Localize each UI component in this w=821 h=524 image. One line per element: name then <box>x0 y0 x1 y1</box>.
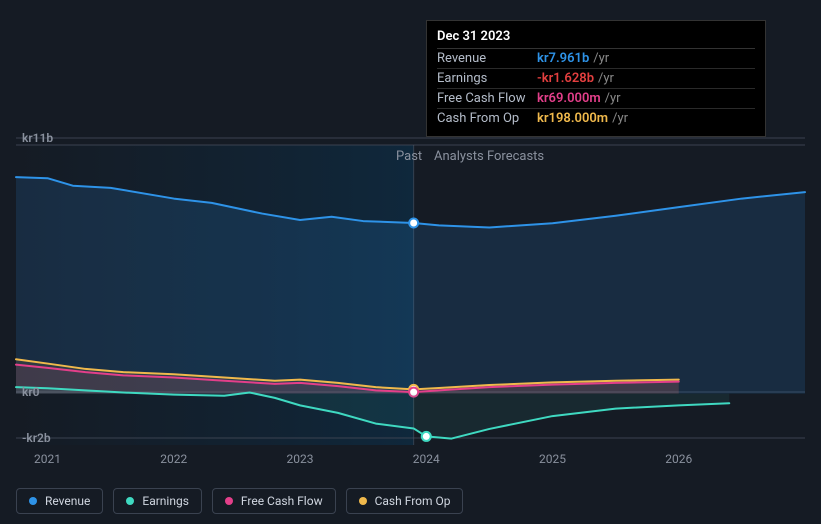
tooltip-row: Free Cash Flowkr69.000m/yr <box>437 89 755 109</box>
legend-item-revenue[interactable]: Revenue <box>16 488 103 514</box>
legend-label: Revenue <box>45 494 90 508</box>
tooltip-metric-unit: /yr <box>598 71 614 86</box>
x-axis-tick: 2023 <box>287 452 314 466</box>
tooltip-metric-label: Cash From Op <box>437 111 537 126</box>
tooltip-row: Cash From Opkr198.000m/yr <box>437 109 755 128</box>
x-axis-tick: 2026 <box>665 452 692 466</box>
financial-chart: Past Analysts Forecasts kr11b kr0 -kr2b 20… <box>0 0 821 524</box>
legend-dot-icon <box>126 497 134 505</box>
legend-dot-icon <box>29 497 37 505</box>
tooltip-metric-unit: /yr <box>593 51 609 66</box>
legend-item-cash-from-op[interactable]: Cash From Op <box>346 488 464 514</box>
forecast-section-label: Analysts Forecasts <box>434 149 544 164</box>
tooltip-row: Revenuekr7.961b/yr <box>437 49 755 69</box>
x-axis-tick: 2021 <box>34 452 61 466</box>
legend-item-earnings[interactable]: Earnings <box>113 488 202 514</box>
tooltip-row: Earnings-kr1.628b/yr <box>437 69 755 89</box>
y-axis-tick: -kr2b <box>22 431 51 445</box>
tooltip-metric-value: kr7.961b <box>537 51 589 66</box>
legend-label: Cash From Op <box>375 494 451 508</box>
tooltip-metric-label: Earnings <box>437 71 537 86</box>
y-axis-tick: kr11b <box>22 131 53 145</box>
tooltip-metric-value: -kr1.628b <box>537 71 594 86</box>
chart-tooltip: Dec 31 2023 Revenuekr7.961b/yrEarnings-k… <box>426 20 766 137</box>
chart-legend: Revenue Earnings Free Cash Flow Cash From O… <box>16 488 463 514</box>
tooltip-metric-label: Free Cash Flow <box>437 91 537 106</box>
tooltip-metric-value: kr69.000m <box>537 91 601 106</box>
tooltip-metric-unit: /yr <box>612 111 628 126</box>
tooltip-date: Dec 31 2023 <box>437 29 755 49</box>
x-axis-tick: 2022 <box>160 452 187 466</box>
y-axis-tick: kr0 <box>22 385 40 399</box>
legend-dot-icon <box>225 497 233 505</box>
past-section-label: Past <box>396 149 422 164</box>
tooltip-metric-label: Revenue <box>437 51 537 66</box>
x-axis-tick: 2024 <box>413 452 440 466</box>
tooltip-metric-unit: /yr <box>605 91 621 106</box>
legend-dot-icon <box>359 497 367 505</box>
tooltip-metric-value: kr198.000m <box>537 111 608 126</box>
x-axis-tick: 2025 <box>539 452 566 466</box>
legend-label: Earnings <box>142 494 189 508</box>
legend-item-free-cash-flow[interactable]: Free Cash Flow <box>212 488 336 514</box>
legend-label: Free Cash Flow <box>241 494 323 508</box>
